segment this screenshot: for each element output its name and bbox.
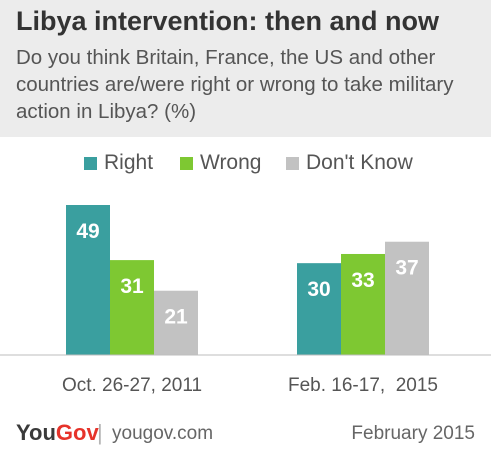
chart-legend: Right Wrong Don't Know: [0, 149, 491, 177]
footer: YouGov | yougov.com February 2015: [0, 418, 491, 455]
legend-swatch-wrong: [180, 156, 193, 170]
x-tick-label-1: Oct. 26-27, 2011: [62, 375, 202, 396]
legend-swatch-dont-know: [286, 156, 299, 170]
bar-wrong-2: [341, 253, 385, 355]
data-label-wrong-1: 31: [120, 275, 144, 298]
data-label-don-t-know-2: 37: [395, 257, 418, 280]
bar-chart: 49 31 21 Oct. 26-27, 2011 30 33 37 Feb. 16-17, …: [0, 205, 491, 396]
data-label-right-1: 49: [76, 220, 99, 243]
yougov-logo: YouGov: [16, 420, 99, 446]
bar-right-2: [297, 263, 341, 355]
chart-header: Libya intervention: then and now Do you …: [0, 0, 491, 137]
bar-don-t-know-1: [154, 290, 198, 355]
legend-item-right: Right: [84, 149, 153, 177]
x-tick-label-2: Feb. 16-17, 2015: [288, 375, 438, 396]
data-label-wrong-2: 33: [351, 269, 374, 292]
chart-title: Libya intervention: then and now: [16, 6, 440, 36]
logo-gov: Gov: [55, 420, 99, 445]
site-url: yougov.com: [112, 423, 214, 444]
legend-label-right: Right: [104, 151, 154, 174]
chart-subtitle: Do you think Britain, France, the US and…: [16, 46, 454, 123]
logo-you: You: [16, 420, 56, 445]
bar-don-t-know-2: [385, 241, 429, 355]
bar-wrong-1: [110, 260, 154, 355]
data-label-don-t-know-1: 21: [164, 306, 188, 329]
legend-swatch-right: [84, 156, 97, 170]
legend-item-dont-know: Don't Know: [286, 149, 413, 177]
legend-item-wrong: Wrong: [180, 149, 261, 177]
legend-label-dont-know: Don't Know: [306, 151, 413, 174]
data-label-right-2: 30: [307, 278, 330, 301]
logo-separator: |: [97, 420, 103, 445]
publish-date: February 2015: [351, 423, 475, 444]
legend-label-wrong: Wrong: [200, 151, 262, 174]
bar-right-1: [66, 205, 110, 355]
